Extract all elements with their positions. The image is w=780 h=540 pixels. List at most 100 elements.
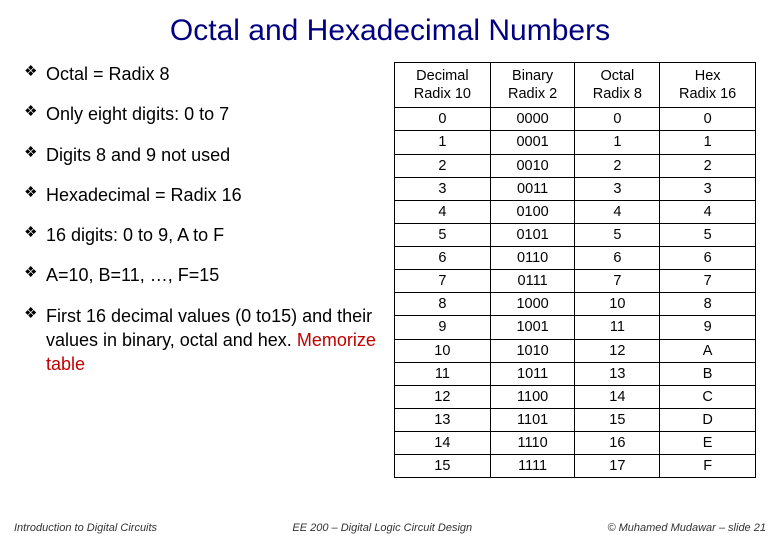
- table-cell: 11: [395, 362, 491, 385]
- bullet-item: Hexadecimal = Radix 16: [24, 183, 382, 207]
- table-cell: 0: [395, 108, 491, 131]
- table-cell: C: [660, 385, 756, 408]
- table-cell: 5: [395, 223, 491, 246]
- table-cell: E: [660, 432, 756, 455]
- footer: Introduction to Digital Circuits EE 200 …: [0, 522, 780, 534]
- table-cell: 8: [395, 293, 491, 316]
- table-cell: A: [660, 339, 756, 362]
- column-header: BinaryRadix 2: [490, 63, 575, 108]
- table-cell: 6: [395, 247, 491, 270]
- table-cell: 0011: [490, 177, 575, 200]
- table-row: 10101012A: [395, 339, 756, 362]
- table-cell: F: [660, 455, 756, 478]
- column-header: DecimalRadix 10: [395, 63, 491, 108]
- table-cell: 10: [395, 339, 491, 362]
- table-cell: 4: [575, 200, 660, 223]
- table-row: 11101113B: [395, 362, 756, 385]
- table-cell: 1001: [490, 316, 575, 339]
- table-cell: 9: [395, 316, 491, 339]
- table-cell: 13: [575, 362, 660, 385]
- conversion-table-wrap: DecimalRadix 10BinaryRadix 2OctalRadix 8…: [394, 62, 756, 478]
- table-header: DecimalRadix 10BinaryRadix 2OctalRadix 8…: [395, 63, 756, 108]
- footer-center: EE 200 – Digital Logic Circuit Design: [292, 522, 472, 534]
- table-cell: 1110: [490, 432, 575, 455]
- table-cell: 0001: [490, 131, 575, 154]
- bullet-item: First 16 decimal values (0 to15) and the…: [24, 304, 382, 377]
- column-header: HexRadix 16: [660, 63, 756, 108]
- table-cell: 14: [575, 385, 660, 408]
- table-row: 5010155: [395, 223, 756, 246]
- table-row: 12110014C: [395, 385, 756, 408]
- table-body: 0000000100011120010223001133401004450101…: [395, 108, 756, 478]
- bullet-item: Only eight digits: 0 to 7: [24, 102, 382, 126]
- table-cell: 8: [660, 293, 756, 316]
- table-row: 0000000: [395, 108, 756, 131]
- table-cell: 14: [395, 432, 491, 455]
- table-cell: 7: [575, 270, 660, 293]
- table-cell: 15: [395, 455, 491, 478]
- table-cell: 1011: [490, 362, 575, 385]
- table-cell: 7: [395, 270, 491, 293]
- table-cell: 6: [575, 247, 660, 270]
- table-cell: 1101: [490, 408, 575, 431]
- page-title: Octal and Hexadecimal Numbers: [0, 0, 780, 54]
- table-cell: D: [660, 408, 756, 431]
- bullet-item: Octal = Radix 8: [24, 62, 382, 86]
- table-cell: 9: [660, 316, 756, 339]
- table-cell: 0010: [490, 154, 575, 177]
- table-cell: 2: [660, 154, 756, 177]
- table-cell: 5: [660, 223, 756, 246]
- table-cell: 1000: [490, 293, 575, 316]
- table-row: 15111117F: [395, 455, 756, 478]
- table-cell: 1100: [490, 385, 575, 408]
- table-row: 81000108: [395, 293, 756, 316]
- table-cell: 1: [395, 131, 491, 154]
- table-cell: 2: [395, 154, 491, 177]
- table-cell: 12: [575, 339, 660, 362]
- bullet-item: 16 digits: 0 to 9, A to F: [24, 223, 382, 247]
- bullet-item: Digits 8 and 9 not used: [24, 143, 382, 167]
- table-cell: 17: [575, 455, 660, 478]
- table-cell: 0: [660, 108, 756, 131]
- table-cell: 0: [575, 108, 660, 131]
- table-cell: 11: [575, 316, 660, 339]
- column-header: OctalRadix 8: [575, 63, 660, 108]
- table-cell: 15: [575, 408, 660, 431]
- table-cell: 5: [575, 223, 660, 246]
- table-cell: 3: [660, 177, 756, 200]
- table-cell: 0111: [490, 270, 575, 293]
- table-row: 6011066: [395, 247, 756, 270]
- table-cell: 4: [395, 200, 491, 223]
- table-row: 4010044: [395, 200, 756, 223]
- table-cell: 0101: [490, 223, 575, 246]
- table-cell: 6: [660, 247, 756, 270]
- footer-right: © Muhamed Mudawar – slide 21: [607, 522, 766, 534]
- bullet-item: A=10, B=11, …, F=15: [24, 263, 382, 287]
- table-cell: 3: [575, 177, 660, 200]
- table-cell: 7: [660, 270, 756, 293]
- content-area: Octal = Radix 8 Only eight digits: 0 to …: [0, 54, 780, 478]
- table-cell: 4: [660, 200, 756, 223]
- table-row: 14111016E: [395, 432, 756, 455]
- table-row: 3001133: [395, 177, 756, 200]
- table-row: 7011177: [395, 270, 756, 293]
- table-cell: 12: [395, 385, 491, 408]
- table-cell: 16: [575, 432, 660, 455]
- conversion-table: DecimalRadix 10BinaryRadix 2OctalRadix 8…: [394, 62, 756, 478]
- table-cell: 1010: [490, 339, 575, 362]
- footer-left: Introduction to Digital Circuits: [14, 522, 157, 534]
- table-row: 91001119: [395, 316, 756, 339]
- table-cell: 1111: [490, 455, 575, 478]
- table-cell: 3: [395, 177, 491, 200]
- table-row: 2001022: [395, 154, 756, 177]
- table-cell: B: [660, 362, 756, 385]
- table-cell: 0110: [490, 247, 575, 270]
- bullet-list: Octal = Radix 8 Only eight digits: 0 to …: [24, 62, 394, 478]
- table-cell: 0000: [490, 108, 575, 131]
- table-row: 13110115D: [395, 408, 756, 431]
- table-cell: 0100: [490, 200, 575, 223]
- table-cell: 10: [575, 293, 660, 316]
- table-cell: 1: [575, 131, 660, 154]
- table-cell: 1: [660, 131, 756, 154]
- table-row: 1000111: [395, 131, 756, 154]
